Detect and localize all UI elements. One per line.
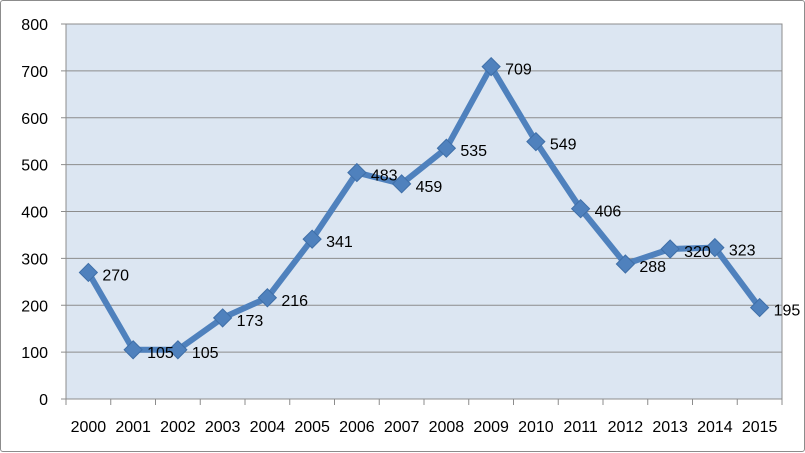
x-tick-label: 2009 [473,419,509,436]
y-tick-label: 700 [21,64,48,81]
data-point-marker [212,308,233,328]
data-label: 549 [550,137,577,154]
series-path [85,63,763,353]
x-tick-label: 2000 [71,419,107,436]
x-tick-label: 2007 [384,419,420,436]
data-point-marker [705,237,725,258]
data-label: 288 [639,259,666,276]
x-tick-label: 2011 [563,419,598,436]
y-tick-label: 500 [21,158,48,175]
data-point-marker [615,254,636,274]
series-line [78,56,770,360]
y-tick-label: 400 [21,205,48,222]
data-label: 535 [460,143,487,160]
data-point-marker [347,162,367,183]
x-tick-label: 2001 [115,419,151,436]
data-point-marker [570,198,591,219]
data-point-marker [302,229,322,249]
y-tick-label: 800 [21,17,48,34]
data-label: 459 [416,179,443,196]
y-axis: 0 100 200 300 400 500 600 700 800 [21,17,66,409]
y-tick-label: 200 [21,298,48,315]
data-label: 270 [102,267,129,284]
data-label: 341 [326,234,353,251]
data-point-marker [526,131,546,152]
data-label: 105 [192,345,219,362]
data-point-marker [481,56,501,77]
x-tick-label: 2004 [250,419,286,436]
data-label: 216 [281,293,308,310]
data-point-marker [436,138,457,158]
data-labels: 270 105 105 173 216 341 483 459 535 709 549 406 288 3… [102,62,800,362]
x-tick-label: 2005 [294,419,330,436]
data-point-marker [168,340,188,360]
data-point-marker [257,288,278,308]
data-point-marker [749,297,770,318]
x-tick-label: 2013 [652,419,688,436]
data-label: 323 [729,243,756,260]
y-tick-label: 100 [21,345,48,362]
x-tick-label: 2008 [429,419,465,436]
x-axis: 2000 2001 2002 2003 2004 2005 2006 2007 2008 2009… [65,399,783,436]
y-tick-label: 300 [21,251,48,268]
data-label: 105 [147,345,174,362]
x-tick-label: 2010 [518,419,554,436]
data-point-marker [391,174,412,194]
x-tick-label: 2002 [160,419,196,436]
data-label: 173 [237,313,264,330]
x-tick-label: 2014 [697,419,733,436]
data-label: 320 [684,244,711,261]
data-point-marker [123,340,143,360]
data-label: 483 [371,168,398,185]
data-label: 709 [505,62,532,79]
x-tick-label: 2003 [205,419,241,436]
x-tick-label: 2012 [608,419,644,436]
data-point-marker [660,239,680,259]
x-tick-label: 2015 [742,419,778,436]
data-label: 406 [595,204,622,221]
y-tick-label: 0 [39,392,48,409]
y-tick-label: 600 [21,111,48,128]
data-label: 195 [774,303,801,320]
data-point-marker [78,262,99,283]
x-tick-label: 2006 [339,419,375,436]
